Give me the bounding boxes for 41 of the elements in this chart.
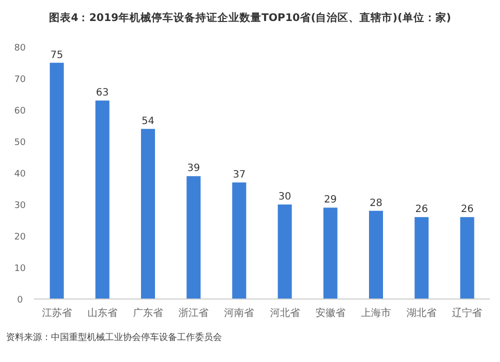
data-label: 26 [460, 204, 474, 216]
text: 资料来源：中国重型机械工业协会停车设备工作委员会 [6, 332, 222, 343]
x-tick-label: 浙江省 [178, 307, 209, 319]
x-tick-label: 辽宁省 [452, 307, 482, 319]
x-tick-label: 湖北省 [406, 307, 437, 319]
bar [323, 208, 338, 299]
bar [414, 217, 429, 299]
bar [278, 204, 292, 299]
data-label: 29 [324, 194, 337, 206]
x-tick-label: 广东省 [133, 307, 163, 319]
y-tick-label: 10 [14, 264, 26, 274]
y-tick-label: 40 [14, 170, 26, 180]
data-label: 28 [370, 198, 382, 209]
bar [50, 62, 64, 299]
y-tick-label: 70 [14, 75, 26, 85]
chart-title: 图表4：2019年机械停车设备持证企业数量TOP10省(自治区、直辖市)(单位：家) [48, 11, 452, 24]
data-label: 30 [278, 192, 292, 202]
y-tick-label: 60 [14, 106, 26, 116]
y-tick-label: 30 [14, 201, 26, 211]
x-tick-label: 上海市 [361, 307, 391, 319]
data-label: 39 [187, 163, 200, 174]
y-tick-label: 0 [17, 296, 24, 306]
bar [369, 210, 383, 299]
data-label: 75 [50, 50, 64, 61]
data-label: 37 [232, 169, 246, 180]
y-tick-label: 50 [14, 138, 26, 148]
data-label: 54 [142, 116, 154, 127]
bar [95, 100, 110, 299]
bar [460, 217, 474, 299]
data-label: 63 [96, 88, 109, 99]
x-tick-label: 河北省 [270, 307, 300, 319]
bar [232, 182, 246, 299]
bar [141, 128, 155, 299]
x-tick-label: 河南省 [224, 307, 254, 319]
y-tick-label: 80 [14, 44, 26, 54]
y-tick-label: 20 [14, 232, 26, 242]
bar [186, 176, 201, 299]
data-label: 26 [415, 204, 428, 216]
x-tick-label: 江苏省 [42, 307, 72, 319]
x-tick-label: 安徽省 [315, 307, 346, 319]
x-tick-label: 山东省 [87, 307, 118, 319]
